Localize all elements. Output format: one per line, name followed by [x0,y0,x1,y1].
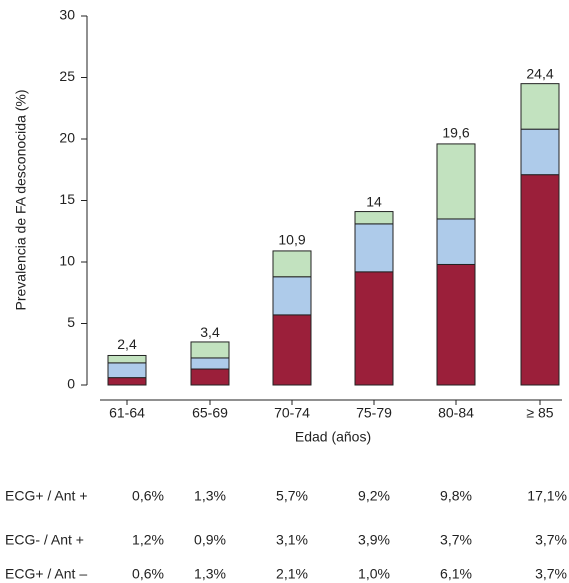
x-tick-label: 75-79 [356,405,392,421]
total-label: 24,4 [526,66,553,82]
bar-segment [190,368,230,386]
y-tick-label: 0 [67,376,75,392]
table-cell: 5,7% [276,488,308,504]
bar-segment [520,83,560,130]
bar-segment [190,341,230,359]
bar-segment [107,377,147,386]
table-cell: 0,6% [132,488,164,504]
table-row-label: ECG- / Ant + [5,532,84,548]
bar-segment [272,314,312,386]
bar-segment [354,211,394,225]
bar-segment [520,174,560,386]
table-cell: 17,1% [527,488,567,504]
total-label: 14 [366,194,382,210]
y-tick-label: 25 [59,68,75,84]
total-label: 2,4 [117,336,137,352]
table-cell: 1,2% [132,532,164,548]
table-cell: 3,7% [535,566,567,582]
bar-segment [436,143,476,220]
table-row-label: ECG+ / Ant + [5,488,88,504]
total-label: 19,6 [442,125,469,141]
table-cell: 9,8% [440,488,472,504]
table-cell: 2,1% [276,566,308,582]
table-cell: 3,7% [440,532,472,548]
bar-segment [272,276,312,316]
x-tick-label: 61-64 [109,405,145,421]
bar-segment [354,223,394,273]
y-tick-label: 30 [59,7,75,23]
table-row-label: ECG+ / Ant – [5,566,87,582]
x-tick-label: 80-84 [438,405,474,421]
y-tick-label: 10 [59,253,75,269]
total-label: 10,9 [278,232,305,248]
x-tick-label: 70-74 [274,405,310,421]
table-cell: 6,1% [440,566,472,582]
table-cell: 9,2% [358,488,390,504]
table-cell: 3,1% [276,532,308,548]
bar-segment [107,354,147,364]
table-cell: 1,3% [194,488,226,504]
total-label: 3,4 [200,324,220,340]
table-cell: 1,3% [194,566,226,582]
bar-segment [436,263,476,386]
table-cell: 3,7% [535,532,567,548]
bar-segment [107,362,147,379]
y-axis-label: Prevalencia de FA desconocida (%) [13,89,29,310]
bar-segment [436,218,476,265]
y-tick-label: 15 [59,191,75,207]
bar-segment [354,271,394,386]
bar-segment [520,128,560,176]
table-cell: 0,9% [194,532,226,548]
bar-segment [190,357,230,370]
table-cell: 1,0% [358,566,390,582]
x-tick-label: ≥ 85 [526,405,553,421]
table-cell: 3,9% [358,532,390,548]
y-tick-label: 20 [59,130,75,146]
y-tick-label: 5 [67,314,75,330]
x-axis-label: Edad (años) [295,429,371,445]
x-tick-label: 65-69 [192,405,228,421]
bar-segment [272,250,312,278]
table-cell: 0,6% [132,566,164,582]
